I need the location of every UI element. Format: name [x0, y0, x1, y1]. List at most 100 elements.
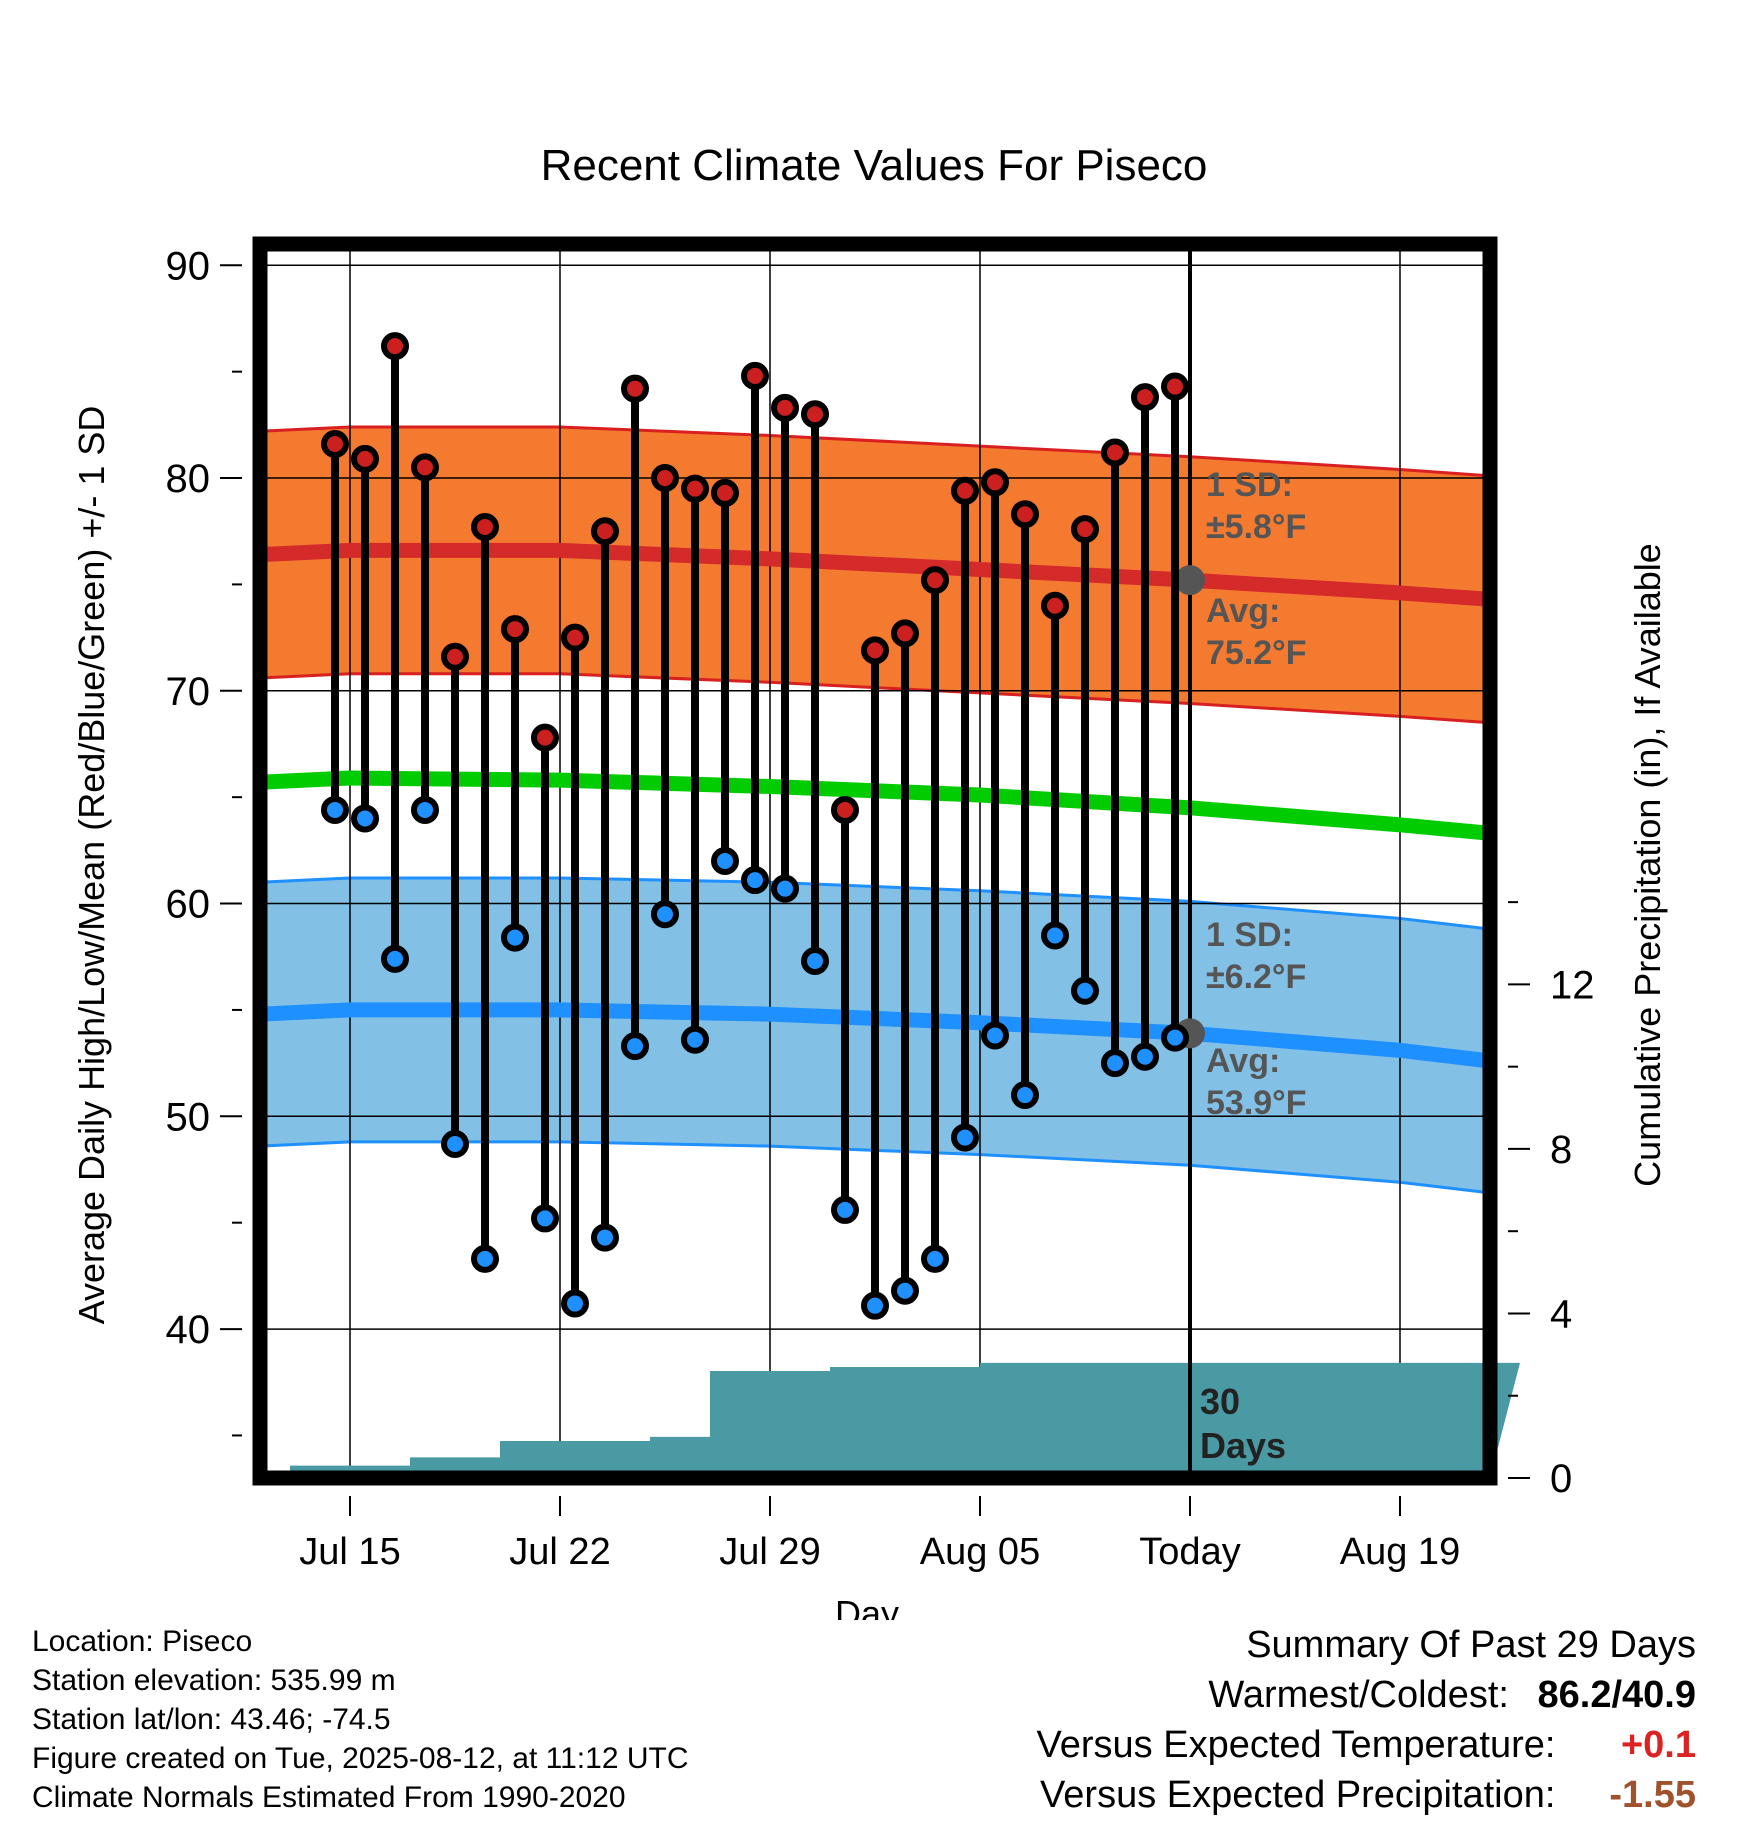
low-dot-6	[501, 923, 529, 952]
x-tick-label: Jul 15	[299, 1531, 400, 1573]
low-dot-5	[471, 1244, 499, 1273]
low-dot-18	[861, 1291, 889, 1320]
low-dot-10	[621, 1032, 649, 1061]
high-dot-19	[891, 619, 919, 648]
created-text: Figure created on Tue, 2025-08-12, at 11…	[32, 1742, 689, 1775]
low-dot-24	[1041, 921, 1069, 950]
low-dot-23	[1011, 1081, 1039, 1110]
plot-frame	[252, 236, 1498, 1486]
daily-stems	[331, 346, 1179, 1306]
station-info: Location: Piseco Station elevation: 535.…	[32, 1622, 689, 1817]
high-dot-12	[681, 474, 709, 503]
low-dot-0	[321, 795, 349, 824]
temp-value: +0.1	[1620, 1724, 1696, 1766]
low-avg-label: Avg:	[1206, 1042, 1280, 1080]
y-tick-label: 50	[166, 1095, 211, 1139]
low-dot-20	[921, 1244, 949, 1273]
high-dot-20	[921, 566, 949, 595]
low-dot-22	[981, 1021, 1009, 1050]
high-dot-18	[861, 636, 889, 665]
low-dot-28	[1161, 1023, 1189, 1052]
x-tick-label: Jul 29	[719, 1531, 820, 1573]
low-dot-26	[1101, 1049, 1129, 1078]
low-dot-2	[381, 944, 409, 973]
high-dot-25	[1071, 515, 1099, 544]
y-axis-title: Average Daily High/Low/Mean (Red/Blue/Gr…	[71, 406, 112, 1325]
y-tick-label: 70	[166, 670, 211, 714]
latlon-text: Station lat/lon: 43.46; -74.5	[32, 1703, 391, 1736]
high-dot-14	[741, 361, 769, 390]
location-text: Location: Piseco	[32, 1625, 253, 1658]
x-axis-title: Day	[835, 1593, 899, 1620]
temp-row: Versus Expected Temperature: +0.1	[1037, 1720, 1696, 1770]
x-tick-label: Today	[1139, 1531, 1240, 1573]
y2-tick-label: 8	[1550, 1128, 1572, 1172]
low-dot-13	[711, 847, 739, 875]
high-dot-0	[321, 429, 349, 458]
precip-days-number: 30	[1200, 1381, 1240, 1422]
precip-days-label: Days	[1200, 1425, 1286, 1466]
high-dot-5	[471, 512, 499, 541]
low-dot-12	[681, 1025, 709, 1054]
low-dot-8	[561, 1289, 589, 1318]
low-dot-1	[351, 804, 379, 833]
high-dot-17	[831, 795, 859, 824]
x-axis-ticks: Jul 15 Jul 22 Jul 29 Aug 05 Today Aug 19	[299, 1496, 1460, 1573]
low-dot-17	[831, 1195, 859, 1224]
precip-area-fill	[260, 1362, 1520, 1478]
high-dot-23	[1011, 500, 1039, 529]
high-dot-22	[981, 468, 1009, 497]
high-dot-10	[621, 374, 649, 403]
high-dot-27	[1131, 383, 1159, 412]
high-dot-15	[771, 393, 799, 422]
high-dot-26	[1101, 438, 1129, 467]
low-dot-15	[771, 874, 799, 903]
y2-axis-ticks: 0 4 8 12	[1508, 901, 1595, 1501]
precip-row: Versus Expected Precipitation: -1.55	[1037, 1770, 1696, 1820]
y2-tick-label: 12	[1550, 963, 1595, 1007]
high-dot-1	[351, 444, 379, 473]
low-dot-7	[531, 1204, 559, 1233]
low-dot-14	[741, 866, 769, 895]
high-dot-16	[801, 400, 829, 429]
high-dot-7	[531, 723, 559, 752]
y-tick-label: 40	[166, 1308, 211, 1352]
low-dot-21	[951, 1123, 979, 1152]
precip-value: -1.55	[1609, 1774, 1696, 1816]
elevation-text: Station elevation: 535.99 m	[32, 1664, 396, 1697]
low-dot-4	[441, 1129, 469, 1158]
high-dot-3	[411, 453, 439, 482]
high-dot-2	[381, 332, 409, 361]
y2-axis-title: Cumulative Precipitation (in), If Availa…	[1627, 543, 1668, 1187]
warmest-coldest-label: Warmest/Coldest:	[1208, 1674, 1509, 1716]
warmest-coldest-value: 86.2/40.9	[1537, 1674, 1696, 1716]
high-dot-4	[441, 642, 469, 671]
y2-tick-label: 4	[1550, 1292, 1572, 1336]
normals-text: Climate Normals Estimated From 1990-2020	[32, 1781, 626, 1814]
y2-tick-label: 0	[1550, 1457, 1572, 1501]
x-tick-label: Aug 05	[920, 1531, 1040, 1573]
low-avg-value: 53.9°F	[1206, 1084, 1307, 1122]
x-tick-label: Jul 22	[509, 1531, 610, 1573]
summary-panel: Summary Of Past 29 Days Warmest/Coldest:…	[1037, 1620, 1696, 1820]
high-dot-24	[1041, 591, 1069, 620]
high-dot-13	[711, 478, 739, 507]
precip-label: Versus Expected Precipitation:	[1040, 1774, 1556, 1816]
today-high-marker	[1175, 565, 1205, 596]
climate-chart: Recent Climate Values For Piseco 4050607…	[71, 141, 1668, 1620]
low-dot-27	[1131, 1042, 1159, 1071]
high-band-upper	[259, 425, 1491, 478]
low-dot-25	[1071, 976, 1099, 1005]
low-dot-16	[801, 946, 829, 975]
high-dot-21	[951, 476, 979, 505]
high-avg-value: 75.2°F	[1206, 634, 1307, 672]
low-dot-9	[591, 1223, 619, 1252]
low-dot-11	[651, 900, 679, 929]
high-dot-6	[501, 615, 529, 644]
y-axis-ticks: 40 50 60 70 80 90	[166, 244, 242, 1437]
low-dot-19	[891, 1276, 919, 1305]
chart-title: Recent Climate Values For Piseco	[541, 141, 1208, 190]
high-sd-value: ±5.8°F	[1206, 508, 1306, 546]
daily-dots	[321, 332, 1189, 1320]
high-avg-label: Avg:	[1206, 592, 1280, 630]
